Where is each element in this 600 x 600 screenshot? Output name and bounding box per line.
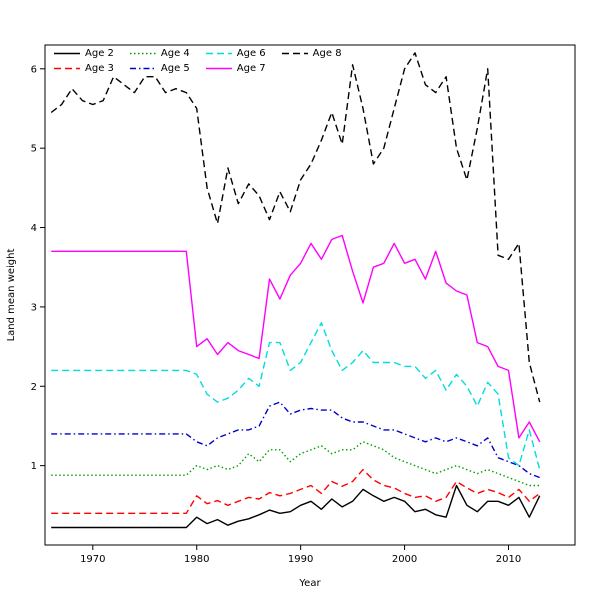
x-axis-title: Year — [298, 578, 321, 589]
series-line-age-8 — [50, 52, 541, 403]
y-tick-label: 6 — [31, 64, 37, 75]
y-axis-title: Land mean weight — [6, 249, 17, 342]
legend-label: Age 2 — [85, 48, 114, 59]
legend-item-age-4: Age 4 — [129, 46, 190, 61]
y-tick-label: 4 — [31, 223, 37, 234]
legend-item-age-6: Age 6 — [205, 46, 266, 61]
y-tick-label: 5 — [31, 144, 37, 155]
x-tick-label: 1970 — [80, 554, 105, 565]
legend-label: Age 4 — [160, 48, 190, 59]
y-tick-label: 1 — [31, 461, 37, 472]
legend-line-sample-age-4 — [129, 52, 156, 55]
legend-line-sample-age-8 — [281, 52, 308, 55]
legend-label: Age 7 — [236, 63, 266, 74]
x-tick-label: 2010 — [496, 554, 521, 565]
legend-item-age-8: Age 8 — [281, 46, 342, 61]
x-tick-label: 1990 — [288, 554, 313, 565]
plot-border — [44, 44, 576, 546]
x-tick-label: 1980 — [184, 554, 209, 565]
legend-column: Age 2 Age 3 — [54, 46, 114, 76]
legend-label: Age 6 — [236, 48, 266, 59]
legend-line-sample-age-5 — [129, 67, 156, 70]
series-line-age-3 — [51, 468, 541, 514]
legend-line-sample-age-7 — [205, 67, 232, 70]
series-line-age-6 — [51, 322, 541, 470]
legend-column: Age 4 Age 5 — [129, 46, 190, 76]
legend-item-age-7: Age 7 — [205, 61, 266, 76]
legend-line-sample-age-2 — [54, 52, 80, 55]
series-line-age-5 — [51, 401, 540, 479]
y-tick-label: 2 — [31, 382, 37, 393]
legend-label: Age 3 — [85, 63, 114, 74]
legend-item-age-2: Age 2 — [54, 46, 114, 61]
legend: Age 2 Age 3 Age 4 Age 5 Age 6 Age 7 Age 8 — [54, 46, 342, 76]
series-line-age-4 — [51, 441, 540, 487]
legend-label: Age 8 — [312, 48, 342, 59]
series-line-age-2 — [51, 484, 541, 529]
legend-item-age-5: Age 5 — [129, 61, 190, 76]
legend-line-sample-age-6 — [205, 52, 232, 55]
legend-line-sample-age-3 — [54, 67, 80, 70]
legend-label: Age 5 — [160, 63, 190, 74]
legend-column: Age 6 Age 7 — [205, 46, 266, 76]
legend-column: Age 8 — [281, 46, 342, 61]
y-tick-label: 3 — [31, 302, 37, 313]
series-line-age-7 — [51, 234, 541, 443]
legend-item-age-3: Age 3 — [54, 61, 114, 76]
x-tick-label: 2000 — [392, 554, 417, 565]
